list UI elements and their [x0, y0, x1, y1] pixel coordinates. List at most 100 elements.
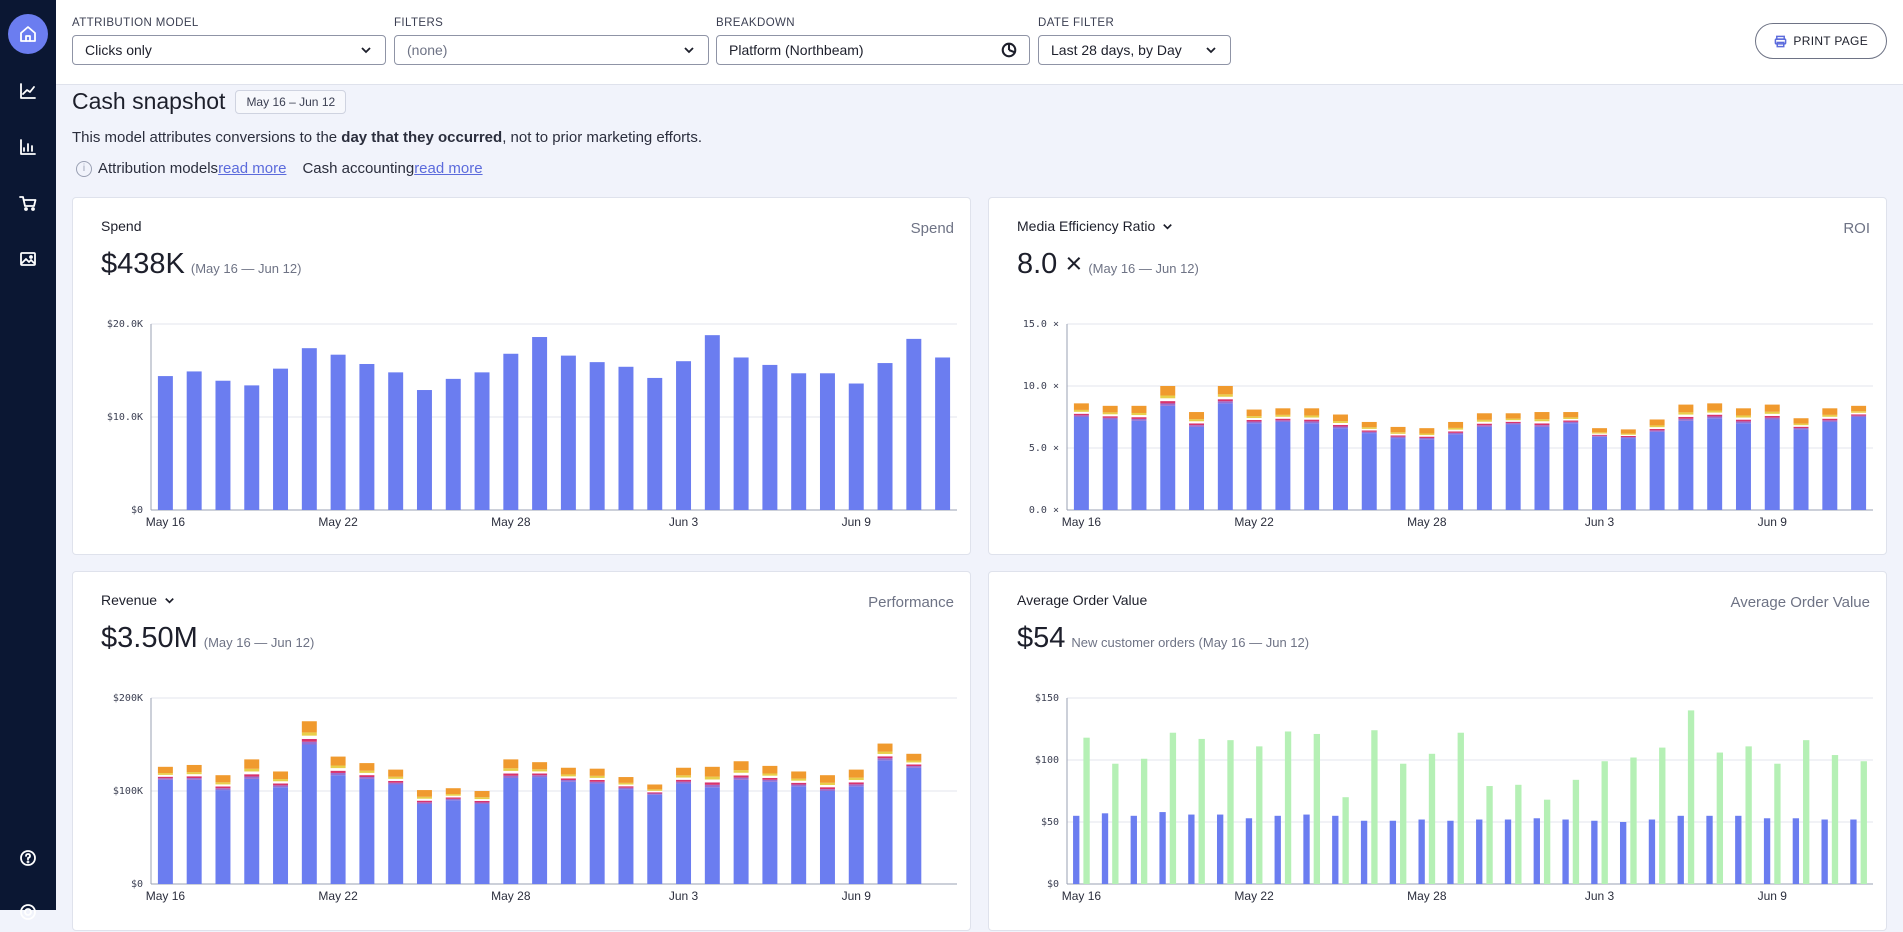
spend-x-tick-label: May 28 — [491, 515, 531, 529]
revenue-bar-segment — [704, 779, 720, 783]
revenue-bar-segment — [445, 798, 461, 801]
mer-bar — [1851, 417, 1867, 510]
aov-bar-blue — [1562, 819, 1569, 884]
revenue-card-title[interactable]: Revenue — [101, 592, 176, 608]
mer-chart: 0.0 × 5.0 × 10.0 × 15.0 × May 16 May 22 May 28… — [989, 308, 1888, 553]
revenue-bar — [474, 804, 490, 884]
cash-accounting-read-more-link[interactable]: read more — [414, 160, 483, 177]
mer-bar-segment — [1620, 429, 1636, 434]
mer-title: Media Efficiency Ratio — [1017, 218, 1156, 234]
mer-bar-segment — [1448, 427, 1464, 430]
breakdown-select[interactable]: Platform (Northbeam) — [716, 35, 1030, 65]
revenue-bar-segment — [301, 735, 317, 739]
revenue-bar — [503, 777, 519, 884]
aov-value-row: $54 New customer orders (May 16 — Jun 12… — [1017, 622, 1309, 655]
mer-bar-segment — [1735, 415, 1751, 418]
revenue-bar-segment — [791, 771, 807, 779]
image-icon[interactable] — [8, 239, 48, 279]
line-chart-icon[interactable] — [8, 71, 48, 111]
mer-bar-segment — [1505, 423, 1521, 425]
revenue-bar-segment — [157, 774, 173, 777]
model-description: This model attributes conversions to the… — [72, 129, 702, 146]
revenue-bar-segment — [503, 768, 519, 771]
mer-y-tick-label: 0.0 × — [1029, 505, 1059, 516]
mer-bar-segment — [1189, 421, 1205, 424]
aov-bar-blue — [1504, 819, 1512, 884]
aov-total: $54 — [1017, 622, 1066, 654]
revenue-bar-segment — [157, 776, 173, 779]
mer-bar-segment — [1735, 421, 1751, 424]
revenue-bar-segment — [416, 790, 432, 797]
aov-x-tick-label: Jun 3 — [1585, 889, 1615, 903]
mer-total: 8.0 × — [1017, 248, 1083, 280]
mer-bar-segment — [1419, 435, 1435, 437]
aov-bar-green — [1227, 740, 1234, 884]
aov-bar-blue — [1389, 820, 1397, 884]
aov-bar-green — [1543, 799, 1551, 884]
spend-corner-label: Spend — [910, 220, 954, 237]
mer-bar-segment — [1189, 412, 1205, 420]
mer-bar-segment — [1332, 414, 1348, 422]
mer-bar — [1131, 420, 1147, 510]
revenue-y-tick-label: $200K — [113, 693, 143, 704]
spend-x-tick-label: Jun 3 — [669, 515, 699, 529]
print-page-label: PRINT PAGE — [1793, 34, 1868, 48]
settings-icon[interactable] — [8, 892, 48, 932]
revenue-bar-segment — [791, 778, 807, 781]
aov-bar-blue — [1447, 820, 1454, 884]
mer-bar-segment — [1217, 396, 1233, 400]
mer-bar-segment — [1592, 435, 1608, 437]
revenue-bar-segment — [560, 780, 576, 782]
mer-chart-svg: 0.0 × 5.0 × 10.0 × 15.0 × May 16 May 22 May 28… — [1023, 319, 1873, 529]
spend-bar — [704, 335, 720, 510]
mer-bar-segment — [1592, 434, 1608, 436]
aov-bar-blue — [1850, 819, 1857, 884]
mer-bar — [1448, 434, 1464, 510]
filters-select[interactable]: (none) — [394, 35, 709, 65]
mer-bar-segment — [1073, 415, 1089, 417]
revenue-bar-segment — [244, 774, 260, 777]
mer-bar-segment — [1275, 416, 1291, 419]
revenue-bar-segment — [503, 773, 519, 776]
sidebar — [0, 0, 56, 920]
aov-bar-green — [1774, 763, 1781, 884]
revenue-bar-segment — [733, 761, 749, 771]
revenue-bar-segment — [704, 766, 720, 777]
revenue-bar — [819, 791, 835, 884]
breakdown-filter: BREAKDOWN Platform (Northbeam) — [716, 17, 1030, 65]
mer-y-tick-label: 5.0 × — [1029, 443, 1059, 454]
spend-bar — [186, 371, 202, 510]
mer-bar-segment — [1217, 401, 1233, 404]
date-filter-select[interactable]: Last 28 days, by Day — [1038, 35, 1231, 65]
spend-bar — [906, 338, 922, 510]
mer-bar-segment — [1851, 415, 1867, 417]
revenue-bar-segment — [474, 800, 490, 803]
mer-bar-segment — [1822, 414, 1838, 417]
print-page-button[interactable]: PRINT PAGE — [1755, 23, 1887, 59]
mer-bar — [1505, 424, 1521, 510]
revenue-bar-segment — [273, 783, 289, 786]
attribution-models-read-more-link[interactable]: read more — [218, 160, 287, 177]
mer-bar — [1563, 423, 1579, 510]
aov-bar-blue — [1533, 818, 1540, 884]
revenue-bar-segment — [762, 765, 778, 774]
revenue-bar-segment — [877, 751, 893, 754]
mer-y-tick-label: 10.0 × — [1023, 381, 1059, 392]
mer-card-title[interactable]: Media Efficiency Ratio — [1017, 218, 1174, 234]
mer-bar-segment — [1476, 421, 1492, 424]
attribution-model-select[interactable]: Clicks only — [72, 35, 386, 65]
cart-icon[interactable] — [8, 183, 48, 223]
bar-chart-icon[interactable] — [8, 127, 48, 167]
mer-bar — [1476, 426, 1492, 510]
mer-bar-segment — [1160, 403, 1176, 406]
help-icon[interactable] — [8, 838, 48, 878]
revenue-bar — [445, 800, 461, 884]
mer-bar-segment — [1361, 427, 1377, 429]
mer-bar-segment — [1304, 419, 1320, 422]
revenue-bar-segment — [618, 787, 634, 790]
mer-bar-segment — [1592, 432, 1608, 434]
aov-bar-green — [1572, 779, 1580, 884]
revenue-bar-segment — [560, 774, 576, 777]
aov-bar-green — [1342, 797, 1349, 884]
home-icon[interactable] — [8, 14, 48, 54]
